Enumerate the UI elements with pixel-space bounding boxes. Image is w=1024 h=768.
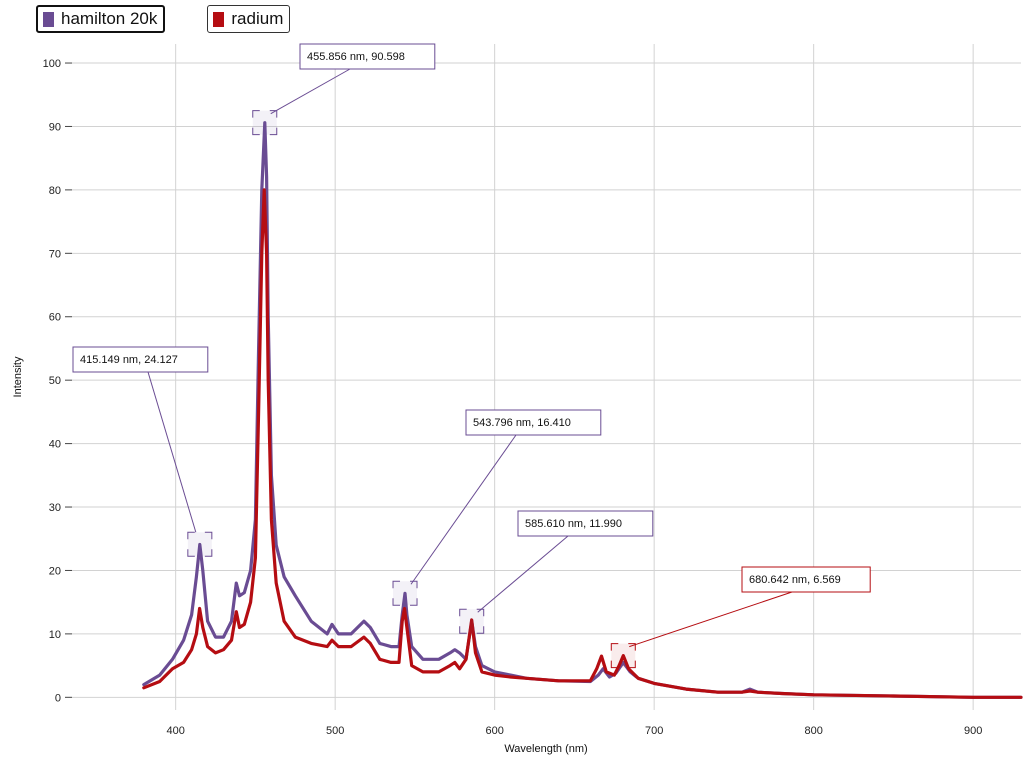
leader-line bbox=[410, 434, 517, 585]
marker-bracket bbox=[187, 531, 195, 540]
marker-bracket bbox=[204, 531, 213, 540]
x-axis-title: Wavelength (nm) bbox=[504, 743, 587, 755]
marker-bracket bbox=[476, 608, 485, 617]
x-tick-label: 700 bbox=[645, 725, 663, 737]
legend: hamilton 20k radium bbox=[36, 5, 291, 33]
leader-line bbox=[477, 535, 569, 613]
legend-label: radium bbox=[231, 9, 284, 28]
annotation-box bbox=[517, 510, 654, 537]
annotation[interactable]: 585.610 nm, 11.990 bbox=[459, 510, 654, 634]
grid bbox=[72, 44, 1021, 710]
legend-swatch-icon bbox=[213, 11, 225, 27]
annotation-label: 585.610 nm, 11.990 bbox=[525, 518, 622, 530]
annotations: 415.149 nm, 24.127 455.856 nm, 90.598 543.… bbox=[72, 43, 871, 669]
annotation[interactable]: 680.642 nm, 6.569 bbox=[610, 566, 871, 669]
annotation-box bbox=[741, 566, 871, 593]
annotation-label: 680.642 nm, 6.569 bbox=[749, 574, 841, 586]
y-tick-label: 0 bbox=[55, 692, 61, 704]
series-line-1 bbox=[142, 188, 1023, 699]
marker-bracket bbox=[610, 643, 619, 651]
y-tick-label: 80 bbox=[49, 185, 61, 197]
marker-box bbox=[187, 532, 212, 557]
x-tick-label: 600 bbox=[485, 725, 503, 737]
marker-bracket bbox=[410, 580, 418, 589]
annotation-label: 415.149 nm, 24.127 bbox=[80, 354, 178, 366]
marker-bracket bbox=[252, 127, 260, 136]
annotation[interactable]: 415.149 nm, 24.127 bbox=[72, 346, 213, 557]
x-tick-label: 900 bbox=[964, 725, 982, 737]
y-tick-label: 50 bbox=[49, 375, 61, 387]
axes: 0 10 20 30 40 50 60 70 80 90 100 400 500 600 700 800 900 bbox=[43, 58, 983, 737]
y-tick-label: 90 bbox=[49, 121, 61, 133]
marker-box bbox=[393, 581, 418, 606]
y-tick-label: 60 bbox=[49, 312, 61, 324]
y-tick-label: 40 bbox=[49, 439, 61, 451]
annotation-box bbox=[465, 409, 602, 436]
x-tick-label: 800 bbox=[804, 725, 822, 737]
leader-line bbox=[629, 591, 793, 648]
annotation-label: 543.796 nm, 16.410 bbox=[473, 417, 571, 429]
marker-bracket bbox=[204, 549, 213, 557]
marker-bracket bbox=[392, 580, 401, 589]
marker-bracket bbox=[476, 626, 485, 634]
y-tick-label: 10 bbox=[49, 629, 61, 641]
annotation[interactable]: 455.856 nm, 90.598 bbox=[252, 43, 436, 136]
marker-bracket bbox=[187, 549, 195, 557]
marker-box bbox=[611, 643, 636, 668]
leader-line bbox=[270, 68, 351, 115]
marker-bracket bbox=[610, 660, 619, 669]
y-tick-label: 70 bbox=[49, 248, 61, 260]
leader-line bbox=[147, 371, 197, 533]
marker-bracket bbox=[628, 660, 636, 669]
y-axis-title: Intensity bbox=[12, 356, 24, 397]
marker-bracket bbox=[410, 598, 418, 606]
marker-bracket bbox=[252, 110, 260, 118]
annotation-box bbox=[72, 346, 209, 373]
marker-bracket bbox=[392, 598, 401, 606]
legend-item-radium[interactable]: radium bbox=[207, 5, 291, 33]
x-tick-label: 400 bbox=[166, 725, 184, 737]
annotation[interactable]: 543.796 nm, 16.410 bbox=[392, 409, 602, 606]
y-tick-label: 20 bbox=[49, 565, 61, 577]
legend-item-hamilton-20k[interactable]: hamilton 20k bbox=[36, 5, 166, 33]
y-tick-label: 100 bbox=[43, 58, 61, 70]
x-tick-label: 500 bbox=[326, 725, 344, 737]
annotation-box bbox=[299, 43, 436, 70]
marker-bracket bbox=[628, 643, 636, 651]
legend-label: hamilton 20k bbox=[61, 9, 158, 28]
legend-swatch-icon bbox=[43, 11, 54, 27]
marker-bracket bbox=[459, 608, 467, 617]
y-tick-label: 30 bbox=[49, 502, 61, 514]
marker-box bbox=[459, 609, 484, 634]
marker-box bbox=[252, 110, 277, 135]
marker-bracket bbox=[269, 127, 278, 136]
annotation-label: 455.856 nm, 90.598 bbox=[307, 51, 405, 63]
series-lines bbox=[142, 121, 1023, 699]
marker-bracket bbox=[459, 626, 467, 634]
